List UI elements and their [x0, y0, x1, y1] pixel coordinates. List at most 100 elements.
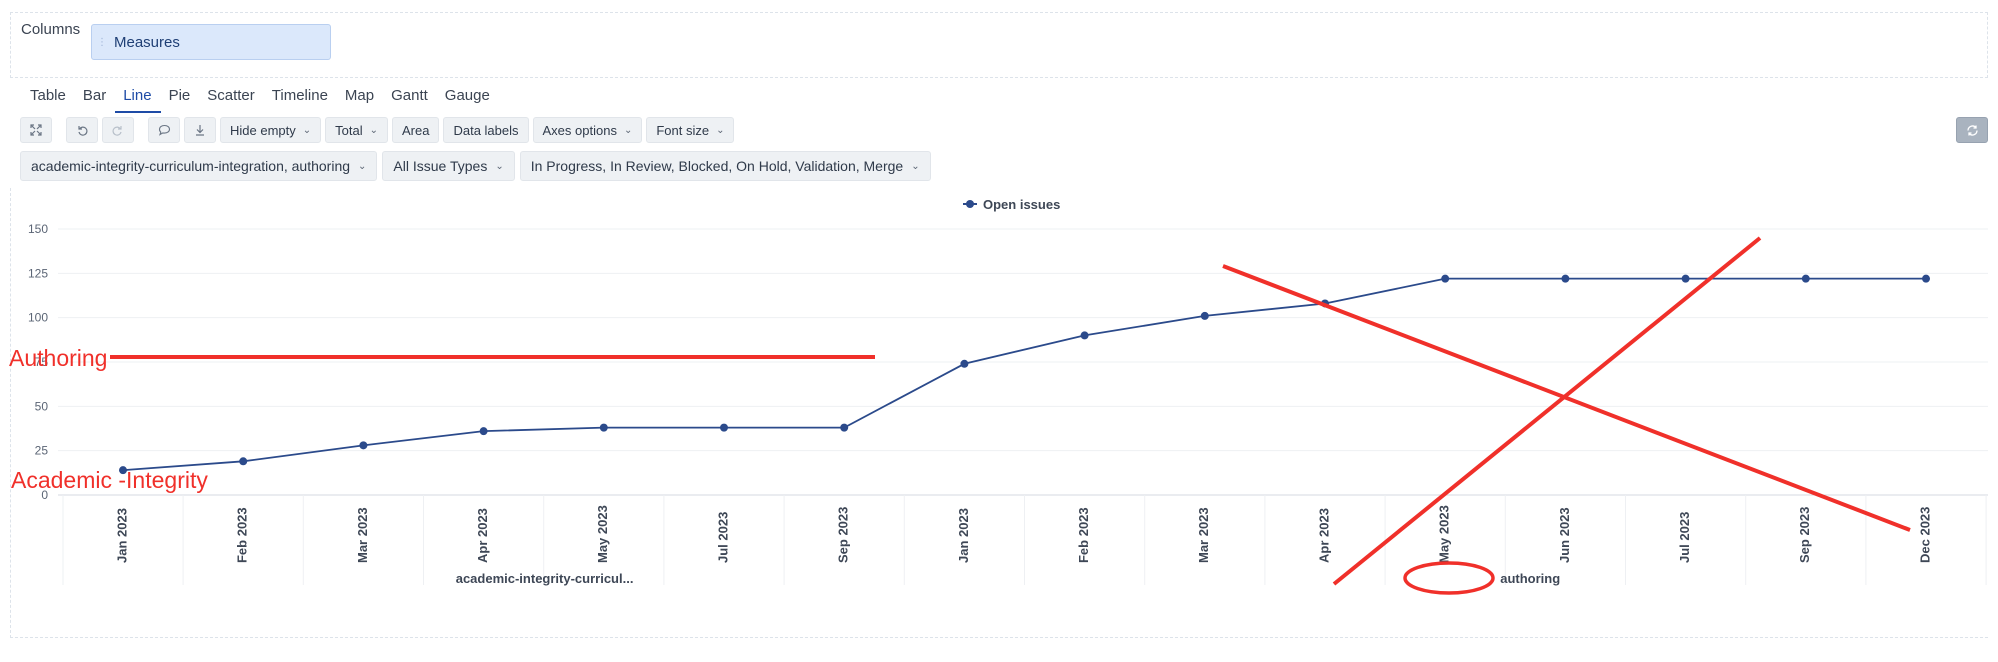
tab-scatter[interactable]: Scatter: [207, 87, 255, 104]
tab-gantt[interactable]: Gantt: [391, 87, 428, 104]
y-tick-label: 0: [41, 488, 48, 502]
x-tick-label: Jul 2023: [1677, 512, 1692, 563]
x-tick-label: Jul 2023: [715, 512, 730, 563]
y-tick-label: 25: [35, 444, 49, 458]
data-point[interactable]: [1681, 274, 1690, 283]
data-point[interactable]: [1200, 311, 1209, 320]
grid: [58, 228, 1988, 496]
chevron-down-icon: ⌄: [369, 124, 378, 136]
x-tick-label: Sep 2023: [1797, 507, 1812, 563]
font-size-button[interactable]: Font size ⌄: [646, 117, 735, 143]
tab-line[interactable]: Line: [115, 86, 161, 113]
columns-drop-zone: Columns ⋮ Measures: [10, 12, 1988, 78]
annotations: Authoring Academic -Integrity: [9, 236, 1911, 595]
x-axis: Jan 2023 Feb 2023 Mar 2023 Apr 2023 May 2023…: [62, 495, 1987, 586]
redo-icon: [112, 126, 122, 136]
tab-timeline[interactable]: Timeline: [271, 87, 328, 104]
issue-type-filter[interactable]: All Issue Types ⌄: [382, 151, 515, 181]
issue-type-filter-value: All Issue Types: [393, 158, 488, 174]
chevron-down-icon: ⌄: [495, 160, 504, 172]
chevron-down-icon: ⌄: [302, 124, 312, 136]
axes-options-label: Axes options: [542, 122, 617, 138]
data-point[interactable]: [840, 423, 849, 432]
annotation-cross-stroke: [1332, 236, 1762, 586]
undo-button[interactable]: [66, 117, 98, 143]
comment-button[interactable]: [148, 117, 180, 143]
chart-toolbar: Hide empty ⌄ Total ⌄ Area Data labels Axes…: [20, 117, 735, 143]
chevron-down-icon: ⌄: [911, 160, 920, 172]
series-open-issues: [119, 274, 1930, 475]
data-point[interactable]: [599, 423, 608, 432]
expand-icon: [30, 124, 42, 136]
data-point[interactable]: [1080, 331, 1089, 340]
x-tick-label: Mar 2023: [1196, 507, 1211, 563]
x-tick-label: May 2023: [1437, 505, 1452, 563]
data-point[interactable]: [1801, 274, 1810, 283]
comment-icon: [158, 124, 170, 136]
data-point[interactable]: [1441, 274, 1450, 283]
data-point[interactable]: [359, 441, 368, 450]
x-tick-label: Jan 2023: [956, 508, 971, 563]
data-point[interactable]: [119, 466, 127, 475]
chart-area: [10, 188, 1988, 638]
x-tick-label: May 2023: [595, 505, 610, 563]
tab-map[interactable]: Map: [344, 87, 375, 104]
x-tick-label: Mar 2023: [355, 507, 370, 563]
x-tick-label: Jun 2023: [1557, 507, 1572, 563]
x-tick-label: Sep 2023: [836, 507, 851, 563]
data-point[interactable]: [1922, 274, 1930, 283]
series-line: [122, 277, 1926, 472]
download-icon: [196, 125, 204, 136]
x-tick-label: Feb 2023: [235, 507, 250, 563]
y-tick-label: 150: [28, 222, 48, 236]
status-filter[interactable]: In Progress, In Review, Blocked, On Hold…: [519, 151, 931, 181]
annotation-cross-stroke: [1222, 264, 1911, 532]
font-size-label: Font size: [656, 122, 710, 138]
annotation-academic-integrity: Academic -Integrity: [11, 467, 208, 493]
total-button[interactable]: Total ⌄: [325, 117, 388, 143]
chart-type-tabs: Table Bar Line Pie Scatter Timeline Map …: [22, 86, 499, 113]
area-toggle[interactable]: Area: [392, 117, 440, 143]
refresh-button[interactable]: [1956, 117, 1988, 143]
undo-icon: [78, 126, 88, 136]
measures-pill[interactable]: ⋮ Measures: [91, 24, 331, 60]
x-tick-label: Dec 2023: [1917, 507, 1932, 563]
tab-bar[interactable]: Bar: [82, 87, 107, 104]
x-tick-label: Feb 2023: [1076, 507, 1091, 563]
fullscreen-button[interactable]: [20, 117, 52, 143]
data-labels-toggle[interactable]: Data labels: [443, 117, 529, 143]
data-point[interactable]: [479, 427, 488, 436]
drag-handle-icon[interactable]: ⋮: [97, 36, 107, 48]
redo-button[interactable]: [102, 117, 134, 143]
legend[interactable]: Open issues: [963, 197, 1060, 212]
data-point[interactable]: [239, 457, 248, 466]
download-button[interactable]: [184, 117, 216, 143]
x-tick-label: Apr 2023: [1316, 508, 1331, 563]
annotation-authoring: Authoring: [9, 345, 107, 371]
hide-empty-label: Hide empty: [230, 122, 296, 138]
page-filters: academic-integrity-curriculum-integratio…: [20, 151, 931, 181]
y-tick-label: 125: [28, 266, 48, 280]
status-filter-value: In Progress, In Review, Blocked, On Hold…: [530, 158, 904, 174]
x-group-label: authoring: [1500, 571, 1560, 586]
tab-table[interactable]: Table: [30, 87, 66, 104]
hide-empty-button[interactable]: Hide empty ⌄: [220, 117, 322, 143]
axes-options-button[interactable]: Axes options ⌄: [532, 117, 643, 143]
measures-label: Measures: [114, 33, 180, 51]
total-label: Total: [335, 122, 363, 138]
tab-gauge[interactable]: Gauge: [444, 87, 490, 104]
x-tick-label: Jan 2023: [114, 508, 129, 563]
tab-pie[interactable]: Pie: [168, 87, 191, 104]
y-tick-label: 100: [28, 311, 48, 325]
y-tick-label: 50: [35, 399, 49, 413]
project-filter[interactable]: academic-integrity-curriculum-integratio…: [20, 151, 378, 181]
chevron-down-icon: ⌄: [623, 124, 633, 136]
legend-label: Open issues: [983, 197, 1060, 212]
data-point[interactable]: [720, 423, 728, 432]
refresh-icon: [1966, 124, 1978, 136]
data-point[interactable]: [960, 359, 969, 368]
x-group-label: academic-integrity-curricul...: [456, 571, 634, 586]
data-point[interactable]: [1561, 274, 1570, 283]
columns-label: Columns: [21, 21, 81, 38]
